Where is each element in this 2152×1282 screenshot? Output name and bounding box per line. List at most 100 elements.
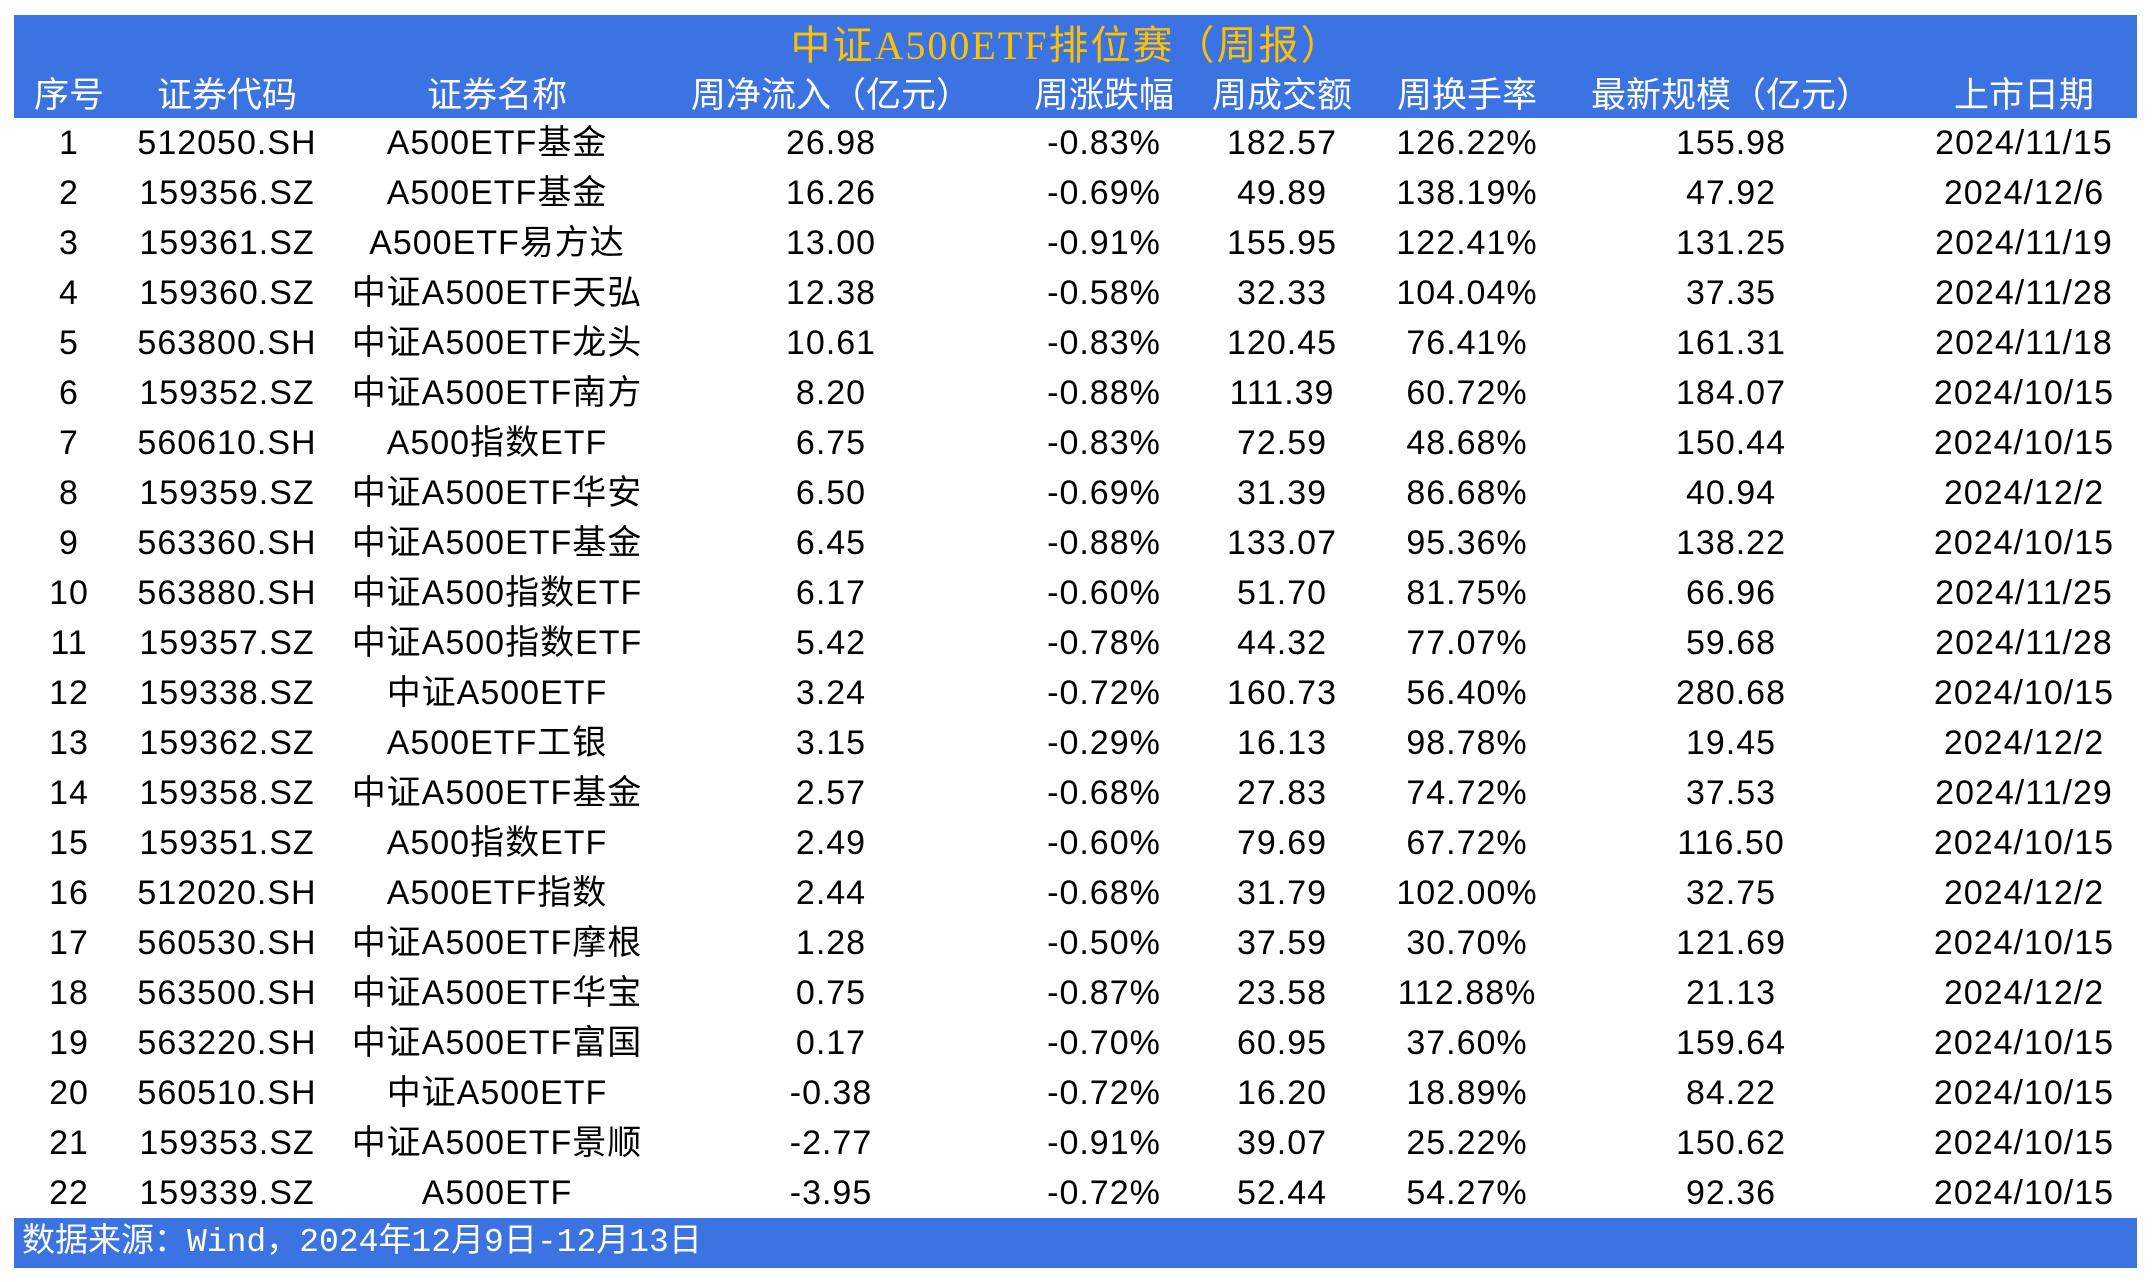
cell-net-inflow: 3.15: [795, 724, 867, 762]
cell-weekly-change: -0.87%: [1047, 974, 1161, 1012]
cell-weekly-change: -0.72%: [1047, 1174, 1161, 1212]
cell-weekly-volume: 60.95: [1236, 1024, 1328, 1062]
cell-rank: 15: [49, 824, 89, 862]
cell-aum: 184.07: [1676, 374, 1786, 412]
cell-code: 563220.SH: [137, 1024, 317, 1062]
cell-net-inflow: 5.42: [795, 624, 867, 662]
cell-weekly-change: -0.60%: [1047, 574, 1161, 612]
table-row: 9 563360.SH 中证A500ETF基金 6.45 -0.88% 133.…: [0, 518, 2152, 568]
cell-weekly-change: -0.58%: [1047, 274, 1161, 312]
cell-rank: 5: [59, 324, 79, 362]
table-row: 6 159352.SZ 中证A500ETF南方 8.20 -0.88% 111.…: [0, 368, 2152, 418]
cell-rank: 6: [59, 374, 79, 412]
cell-turnover-rate: 74.72%: [1406, 774, 1528, 812]
cell-code: 159359.SZ: [139, 474, 315, 512]
cell-turnover-rate: 86.68%: [1406, 474, 1528, 512]
cell-aum: 150.62: [1676, 1124, 1786, 1162]
cell-aum: 159.64: [1676, 1024, 1786, 1062]
cell-code: 512050.SH: [137, 124, 317, 162]
cell-weekly-volume: 16.13: [1236, 724, 1328, 762]
cell-name: 中证A500指数ETF: [351, 574, 643, 612]
table-row: 5 563800.SH 中证A500ETF龙头 10.61 -0.83% 120…: [0, 318, 2152, 368]
table-row: 4 159360.SZ 中证A500ETF天弘 12.38 -0.58% 32.…: [0, 268, 2152, 318]
cell-weekly-volume: 31.79: [1236, 874, 1328, 912]
cell-net-inflow: -0.38: [789, 1074, 873, 1112]
cell-code: 563800.SH: [137, 324, 317, 362]
cell-listing-date: 2024/10/15: [1933, 424, 2115, 462]
cell-weekly-volume: 79.69: [1236, 824, 1328, 862]
cell-name: 中证A500ETF: [386, 1074, 608, 1112]
cell-weekly-change: -0.72%: [1047, 674, 1161, 712]
cell-code: 563880.SH: [137, 574, 317, 612]
cell-turnover-rate: 81.75%: [1406, 574, 1528, 612]
cell-weekly-volume: 120.45: [1227, 324, 1337, 362]
cell-aum: 37.53: [1685, 774, 1777, 812]
source-footer-band: 数据来源：Wind，2024年12月9日-12月13日: [14, 1218, 2137, 1268]
cell-name: A500ETF基金: [386, 124, 608, 162]
cell-code: 159338.SZ: [139, 674, 315, 712]
cell-code: 159356.SZ: [139, 174, 315, 212]
cell-aum: 40.94: [1685, 474, 1777, 512]
cell-listing-date: 2024/10/15: [1933, 1124, 2115, 1162]
cell-rank: 17: [49, 924, 89, 962]
cell-weekly-change: -0.88%: [1047, 524, 1161, 562]
cell-code: 159361.SZ: [139, 224, 315, 262]
cell-weekly-volume: 72.59: [1236, 424, 1328, 462]
cell-weekly-volume: 133.07: [1227, 524, 1337, 562]
table-row: 8 159359.SZ 中证A500ETF华安 6.50 -0.69% 31.3…: [0, 468, 2152, 518]
table-row: 2 159356.SZ A500ETF基金 16.26 -0.69% 49.89…: [0, 168, 2152, 218]
cell-weekly-volume: 23.58: [1236, 974, 1328, 1012]
cell-listing-date: 2024/10/15: [1933, 1074, 2115, 1112]
cell-weekly-volume: 182.57: [1227, 124, 1337, 162]
column-header-net-inflow: 周净流入（亿元）: [690, 76, 971, 115]
cell-code: 563360.SH: [137, 524, 317, 562]
column-header-row: 序号 证券代码 证券名称 周净流入（亿元） 周涨跌幅 周成交额 周换手率 最新规…: [0, 76, 2152, 116]
cell-name: 中证A500ETF基金: [351, 774, 643, 812]
cell-turnover-rate: 30.70%: [1406, 924, 1528, 962]
cell-turnover-rate: 126.22%: [1396, 124, 1538, 162]
cell-weekly-change: -0.83%: [1047, 124, 1161, 162]
cell-weekly-volume: 39.07: [1236, 1124, 1328, 1162]
cell-turnover-rate: 54.27%: [1406, 1174, 1528, 1212]
table-row: 21 159353.SZ 中证A500ETF景顺 -2.77 -0.91% 39…: [0, 1118, 2152, 1168]
report-title: 中证A500ETF排位赛（周报）: [790, 23, 1343, 68]
cell-weekly-change: -0.69%: [1047, 174, 1161, 212]
cell-code: 159362.SZ: [139, 724, 315, 762]
cell-net-inflow: 2.44: [795, 874, 867, 912]
table-row: 22 159339.SZ A500ETF -3.95 -0.72% 52.44 …: [0, 1168, 2152, 1218]
cell-rank: 9: [59, 524, 79, 562]
data-source-note: 数据来源：Wind，2024年12月9日-12月13日: [22, 1224, 702, 1261]
cell-weekly-volume: 31.39: [1236, 474, 1328, 512]
cell-name: 中证A500ETF基金: [351, 524, 643, 562]
cell-listing-date: 2024/12/2: [1943, 874, 2105, 912]
cell-weekly-volume: 27.83: [1236, 774, 1328, 812]
cell-name: 中证A500ETF: [386, 674, 608, 712]
cell-aum: 280.68: [1676, 674, 1786, 712]
cell-listing-date: 2024/10/15: [1933, 374, 2115, 412]
cell-net-inflow: 8.20: [795, 374, 867, 412]
cell-listing-date: 2024/12/2: [1943, 724, 2105, 762]
cell-code: 563500.SH: [137, 974, 317, 1012]
table-row: 3 159361.SZ A500ETF易方达 13.00 -0.91% 155.…: [0, 218, 2152, 268]
cell-name: A500ETF工银: [386, 724, 608, 762]
cell-weekly-volume: 49.89: [1236, 174, 1328, 212]
cell-turnover-rate: 25.22%: [1406, 1124, 1528, 1162]
cell-aum: 138.22: [1676, 524, 1786, 562]
cell-listing-date: 2024/11/28: [1935, 624, 2113, 662]
cell-listing-date: 2024/10/15: [1933, 924, 2115, 962]
cell-code: 159358.SZ: [139, 774, 315, 812]
table-row: 12 159338.SZ 中证A500ETF 3.24 -0.72% 160.7…: [0, 668, 2152, 718]
cell-weekly-change: -0.29%: [1047, 724, 1161, 762]
cell-name: 中证A500ETF华宝: [351, 974, 643, 1012]
cell-code: 159353.SZ: [139, 1124, 315, 1162]
cell-weekly-volume: 111.39: [1229, 374, 1335, 412]
cell-name: 中证A500ETF景顺: [351, 1124, 643, 1162]
cell-rank: 16: [49, 874, 89, 912]
cell-rank: 2: [59, 174, 79, 212]
cell-code: 159351.SZ: [139, 824, 315, 862]
cell-weekly-volume: 44.32: [1236, 624, 1328, 662]
cell-net-inflow: 16.26: [785, 174, 877, 212]
table-row: 17 560530.SH 中证A500ETF摩根 1.28 -0.50% 37.…: [0, 918, 2152, 968]
cell-weekly-change: -0.72%: [1047, 1074, 1161, 1112]
cell-name: A500ETF: [421, 1174, 573, 1212]
